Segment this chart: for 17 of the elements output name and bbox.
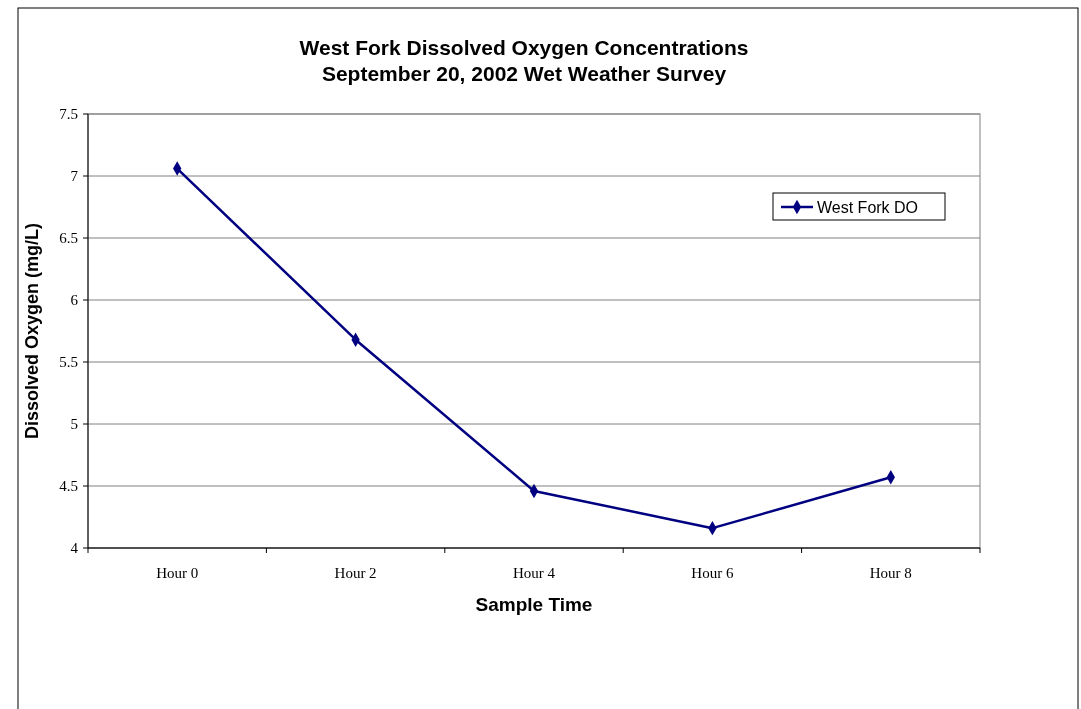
- chart-title: West Fork Dissolved Oxygen Concentrations September 20, 2002 Wet Weather Survey: [299, 36, 749, 85]
- y-tick-label: 5.5: [59, 354, 78, 371]
- x-tick-label: Hour 8: [869, 565, 912, 581]
- legend-label: West Fork DO: [817, 198, 919, 216]
- x-tick-label: Hour 6: [691, 565, 734, 581]
- y-tick-label: 5: [70, 416, 78, 433]
- x-tick-label: Hour 2: [334, 565, 377, 581]
- y-tick-label: 6.5: [59, 230, 78, 247]
- y-tick-label: 4: [70, 540, 79, 557]
- y-axis-title: Dissolved Oxygen (mg/L): [22, 222, 42, 440]
- x-tick-label: Hour 4: [512, 565, 556, 581]
- y-tick-label: 7.5: [59, 106, 78, 123]
- y-tick-label: 7: [70, 168, 79, 185]
- x-axis-title: Sample Time: [475, 594, 593, 615]
- y-tick-label: 6: [70, 292, 79, 309]
- x-tick-label: Hour 0: [156, 565, 199, 581]
- y-tick-label: 4.5: [59, 478, 78, 495]
